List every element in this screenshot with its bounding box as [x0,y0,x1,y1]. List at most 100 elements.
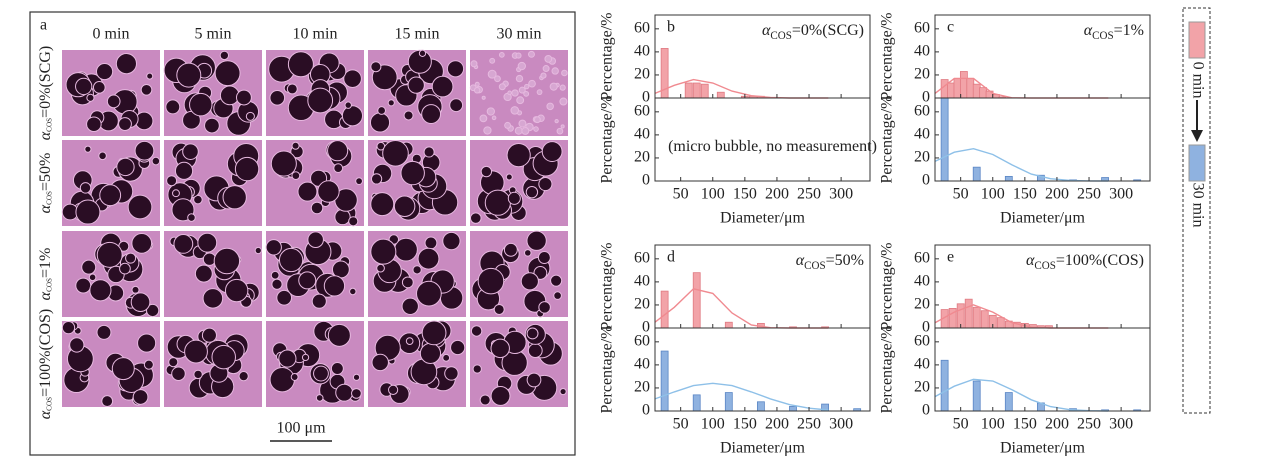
bubble [127,194,153,220]
bar [979,87,988,99]
bubble [187,213,196,222]
bubble [98,151,107,161]
bubble [166,175,178,187]
y-tick-label: 60 [634,333,650,350]
bubble [412,265,422,275]
bar [660,350,669,412]
bar [947,82,955,99]
micrograph [266,320,364,407]
bubble [146,72,154,80]
bubble [278,349,297,368]
subscript: COS [45,278,53,292]
bubble [551,67,559,75]
micrograph [266,140,364,227]
label-rest: =50% [826,252,864,269]
bubble [341,105,364,127]
column-header: 30 min [497,26,542,43]
bubble [388,384,399,395]
bubble [369,112,391,133]
legend-label: 30 min [1189,183,1206,228]
bubble [483,126,492,135]
bubble [525,185,539,199]
bubble [407,76,425,94]
fit-curve [934,147,1109,182]
bubble [442,231,461,251]
bubble [559,387,567,396]
bubble [182,143,199,160]
fit-curve [934,378,1109,412]
y-tick-label: 0 [642,319,650,336]
bar [716,91,725,99]
y-axis-label: Percentage/% [599,326,616,414]
bubble [403,110,414,121]
bubble [327,323,351,347]
bubble [119,262,131,275]
bubble [317,180,340,203]
label-rest: =100%(COS) [1056,252,1144,269]
x-tick-label: 300 [1109,186,1133,203]
bubble [307,87,334,114]
y-tick-label: 60 [634,20,650,37]
micrograph [164,321,262,407]
bubble [194,264,213,283]
bar [692,82,701,99]
x-tick-label: 50 [673,186,689,203]
bubble [444,366,459,381]
bubble [553,291,562,300]
micrograph [164,140,262,226]
symbol: α [762,22,771,39]
bubble [79,182,92,194]
bubble [146,303,160,318]
bubble [538,301,551,314]
bubble [491,115,497,121]
bar [940,97,949,182]
bubble [165,99,181,115]
bubble [484,189,511,216]
x-tick-label: 100 [981,186,1005,203]
y-tick-label: 20 [914,296,930,313]
x-tick-label: 50 [953,416,969,433]
y-tick-label: 60 [914,20,930,37]
bubble [75,277,92,294]
bubble [151,156,161,166]
bubble [214,60,241,87]
y-axis-label: Percentage/% [879,13,896,101]
bubble [86,116,102,133]
label-rest: =0%(SCG) [37,46,54,118]
bubble [270,270,280,280]
bubble [506,143,531,168]
bar [996,317,1005,329]
bubble [504,121,512,129]
bar [756,401,765,412]
symbol-label: αCOS=50% [796,252,864,272]
bubble [234,156,260,182]
column-header: 10 min [293,26,338,43]
symbol-label: αCOS=1% [37,248,54,301]
y-tick-label: 60 [634,103,650,120]
bubble [238,371,249,382]
bubble [213,247,241,275]
bubble [405,337,414,345]
bubble [211,344,236,370]
label-rest: =100%(COS) [37,309,54,397]
bubble [95,62,114,81]
y-tick-label: 0 [642,402,650,419]
subscript: COS [45,191,53,205]
bubble [301,353,310,362]
bubble [505,173,513,181]
subscript: COS [770,30,792,42]
bubble [431,75,454,98]
bubble [544,55,553,63]
bubble [349,287,357,296]
bubble [370,61,382,73]
bubble [204,117,220,134]
y-tick-label: 0 [922,172,930,189]
bubble [560,124,565,129]
bar [724,392,733,412]
bubble [479,394,491,406]
bubble [172,189,180,198]
column-header: 0 min [93,26,130,43]
bar [964,298,973,329]
bubble [528,79,536,88]
bubble [61,320,76,335]
